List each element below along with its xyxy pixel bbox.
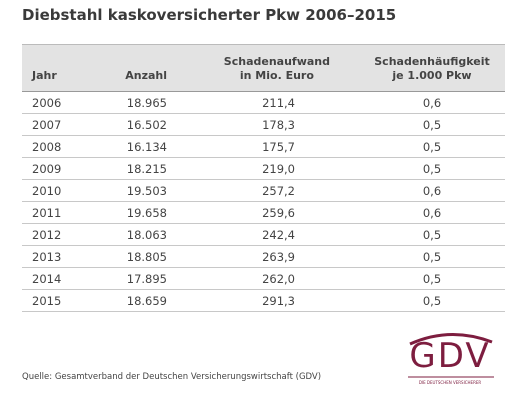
table-row: 2014 17.895 262,0 0,5 bbox=[22, 268, 505, 290]
table-cell: 19.658 bbox=[126, 206, 167, 220]
table-cell: 18.063 bbox=[126, 228, 167, 242]
header-line: je 1.000 Pkw bbox=[392, 69, 472, 82]
header-line: Schadenhäufigkeit bbox=[374, 55, 490, 68]
table-cell: 263,9 bbox=[262, 250, 295, 264]
table: Jahr Anzahl Schadenaufwand in Mio. Euro Scha… bbox=[22, 44, 505, 312]
header-line: Schadenaufwand bbox=[223, 55, 330, 68]
table-row: 2009 18.215 219,0 0,5 bbox=[22, 158, 505, 180]
header-row: Jahr Anzahl Schadenaufwand in Mio. Euro Scha… bbox=[22, 44, 505, 92]
table-cell: 2013 bbox=[32, 250, 62, 264]
table-cell: 0,5 bbox=[422, 118, 442, 132]
table-row: 2008 16.134 175,7 0,5 bbox=[22, 136, 505, 158]
header-line: in Mio. Euro bbox=[239, 69, 314, 82]
table-cell: 0,5 bbox=[422, 250, 442, 264]
table-cell: 0,6 bbox=[422, 96, 442, 110]
table-cell: 2014 bbox=[32, 272, 62, 286]
logo-tagline: DIE DEUTSCHEN VERSICHERER bbox=[418, 380, 482, 385]
table-cell: 16.502 bbox=[126, 118, 167, 132]
table-cell: 262,0 bbox=[262, 272, 295, 286]
table-cell: 0,5 bbox=[422, 272, 442, 286]
table-cell: 18.215 bbox=[126, 162, 167, 176]
table-row: 2007 16.502 178,3 0,5 bbox=[22, 114, 505, 136]
table-cell: 178,3 bbox=[262, 118, 295, 132]
table-cell: 257,2 bbox=[262, 184, 295, 198]
table-cell: 211,4 bbox=[262, 96, 295, 110]
table-cell: 19.503 bbox=[126, 184, 167, 198]
table-cell: 2007 bbox=[32, 118, 62, 132]
table-cell: 2015 bbox=[32, 294, 62, 308]
table-cell: 242,4 bbox=[262, 228, 295, 242]
header-line: Anzahl bbox=[125, 69, 167, 82]
table-row: 2010 19.503 257,2 0,6 bbox=[22, 180, 505, 202]
table-cell: 18.965 bbox=[126, 96, 167, 110]
table-cell: 0,5 bbox=[422, 162, 442, 176]
table-cell: 2006 bbox=[32, 96, 62, 110]
table-row: 2011 19.658 259,6 0,6 bbox=[22, 202, 505, 224]
table-cell: 0,6 bbox=[422, 184, 442, 198]
logo: GDV DIE DEUTSCHEN VERSICHERER bbox=[400, 330, 510, 392]
table-cell: 2010 bbox=[32, 184, 62, 198]
title: Diebstahl kaskoversicherter Pkw 2006–201… bbox=[22, 6, 397, 24]
table-cell: 2009 bbox=[32, 162, 62, 176]
table-cell: 0,5 bbox=[422, 228, 442, 242]
header-line: Jahr bbox=[32, 69, 57, 82]
table-cell: 219,0 bbox=[262, 162, 295, 176]
table-cell: 0,5 bbox=[422, 294, 442, 308]
table-cell: 2012 bbox=[32, 228, 62, 242]
table-row: 2013 18.805 263,9 0,5 bbox=[22, 246, 505, 268]
header-cell: Anzahl bbox=[125, 69, 167, 83]
table-cell: 18.659 bbox=[126, 294, 167, 308]
table-cell: 18.805 bbox=[126, 250, 167, 264]
table-cell: 17.895 bbox=[126, 272, 167, 286]
table-cell: 2008 bbox=[32, 140, 62, 154]
table-row: 2006 18.965 211,4 0,6 bbox=[22, 92, 505, 114]
table-cell: 16.134 bbox=[126, 140, 167, 154]
source: Quelle: Gesamtverband der Deutschen Vers… bbox=[22, 372, 322, 382]
table-cell: 175,7 bbox=[262, 140, 295, 154]
table-row: 2015 18.659 291,3 0,5 bbox=[22, 290, 505, 312]
header-cell: Jahr bbox=[32, 69, 57, 83]
header-cell: Schadenhäufigkeit je 1.000 Pkw bbox=[362, 55, 502, 83]
table-cell: 0,6 bbox=[422, 206, 442, 220]
logo-text: GDV bbox=[409, 336, 491, 376]
header-cell: Schadenaufwand in Mio. Euro bbox=[224, 55, 330, 83]
table-cell: 0,5 bbox=[422, 140, 442, 154]
table-cell: 291,3 bbox=[262, 294, 295, 308]
table-cell: 2011 bbox=[32, 206, 62, 220]
table-row: 2012 18.063 242,4 0,5 bbox=[22, 224, 505, 246]
logo-arc bbox=[408, 333, 494, 378]
table-cell: 259,6 bbox=[262, 206, 295, 220]
